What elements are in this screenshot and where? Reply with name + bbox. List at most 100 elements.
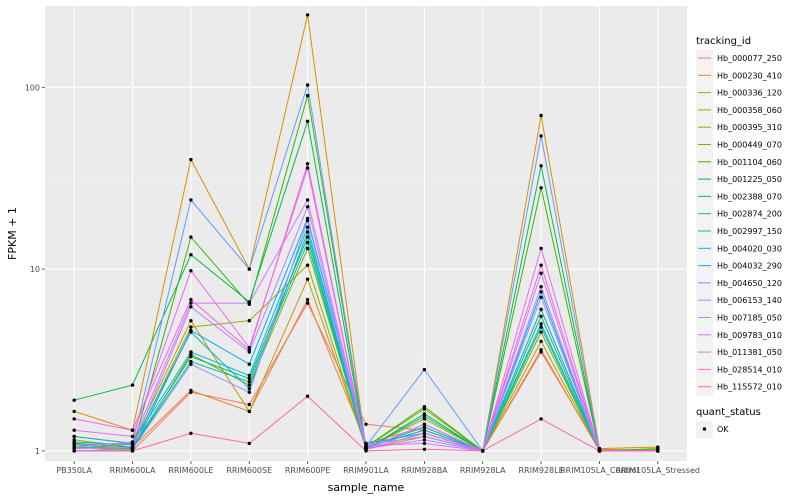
legend-label: Hb_002997_150 <box>717 227 782 236</box>
data-point <box>72 398 76 402</box>
data-point <box>539 322 543 326</box>
legend-label: Hb_001104_060 <box>717 158 782 167</box>
data-point <box>305 119 310 124</box>
data-point <box>305 166 310 170</box>
x-tick-label: RRIM600PE <box>285 466 331 475</box>
y-tick-label: 100 <box>25 83 40 92</box>
data-point <box>247 380 251 384</box>
legend-label: Hb_028514_010 <box>717 365 782 374</box>
data-point <box>305 13 310 17</box>
data-point <box>305 83 310 87</box>
data-point <box>130 449 135 453</box>
legend-label: Hb_001225_050 <box>717 175 782 184</box>
data-point <box>189 328 193 333</box>
data-point <box>539 314 543 318</box>
data-point <box>189 388 193 393</box>
data-point <box>305 246 310 251</box>
data-point <box>247 376 251 381</box>
data-point <box>539 263 543 267</box>
legend-label: Hb_000336_120 <box>717 89 782 98</box>
legend-items: Hb_000077_250 Hb_000230_410 Hb_000336_120 H… <box>696 50 782 396</box>
data-point <box>247 319 251 323</box>
data-point <box>247 441 251 446</box>
data-point <box>189 269 193 273</box>
legend-title: tracking_id <box>696 36 751 47</box>
data-point <box>189 235 193 239</box>
data-point <box>539 134 543 138</box>
data-point <box>189 319 193 323</box>
data-point <box>72 445 76 449</box>
data-point <box>539 246 543 251</box>
legend-label: Hb_002874_200 <box>717 210 782 219</box>
data-point <box>305 235 310 239</box>
data-point <box>130 445 135 449</box>
x-tick-label: PB350LA <box>56 466 92 475</box>
data-point <box>247 402 251 407</box>
x-tick-label: RRIM600LE <box>168 466 213 475</box>
data-point <box>422 367 427 372</box>
data-point <box>422 422 427 426</box>
data-point <box>72 434 76 439</box>
data-point <box>305 394 310 398</box>
data-point <box>247 362 251 366</box>
data-point <box>247 373 251 378</box>
data-point <box>189 359 193 364</box>
data-point <box>539 307 543 312</box>
x-tick-label: RRIM600SE <box>226 466 272 475</box>
data-point <box>539 290 543 294</box>
data-point <box>539 271 543 275</box>
data-point <box>305 205 310 209</box>
data-point <box>72 409 76 414</box>
data-point <box>422 405 427 409</box>
data-point <box>247 390 251 394</box>
data-point <box>189 157 193 162</box>
data-point <box>422 417 427 421</box>
data-point <box>539 295 543 299</box>
data-point <box>539 330 543 334</box>
data-point <box>364 422 368 426</box>
data-point <box>189 301 193 305</box>
x-tick-label: RRIM901LA <box>343 466 389 475</box>
data-point <box>189 354 193 359</box>
legend-label: Hb_000449_070 <box>717 141 782 150</box>
data-point <box>422 441 427 446</box>
shape-legend-point <box>702 427 707 431</box>
data-point <box>597 449 602 453</box>
legend-label: Hb_000077_250 <box>717 54 782 63</box>
x-tick-label: RRIM928LA <box>460 466 506 475</box>
legend-label: Hb_009783_010 <box>717 331 782 340</box>
legend-label: Hb_000230_410 <box>717 71 782 80</box>
data-point <box>189 431 193 435</box>
y-tick-label: 10 <box>30 265 40 274</box>
data-point <box>189 305 193 309</box>
data-point <box>305 218 310 223</box>
data-point <box>539 164 543 168</box>
y-tick-label: 1 <box>35 447 40 456</box>
legend-label: Hb_007185_050 <box>717 314 782 323</box>
data-point <box>72 440 76 444</box>
data-point <box>539 339 543 344</box>
data-point <box>364 443 368 448</box>
data-point <box>305 198 310 202</box>
legend: tracking_id Hb_000077_250Hb_000230_410Hb… <box>696 36 782 438</box>
x-axis-title: sample_name <box>328 481 405 494</box>
legend-label: Hb_115572_010 <box>717 383 782 392</box>
x-tick-label: RRIM105LA_Control <box>560 466 639 475</box>
data-point <box>72 428 76 432</box>
data-point <box>247 348 251 352</box>
legend-label: Hb_004650_120 <box>717 279 782 288</box>
data-point <box>364 449 368 453</box>
data-point <box>305 230 310 234</box>
data-point <box>189 198 193 202</box>
data-point <box>539 113 543 118</box>
shape-legend-label: OK <box>717 425 729 434</box>
data-point <box>539 285 543 289</box>
data-point <box>130 428 135 432</box>
legend-label: Hb_004032_290 <box>717 262 782 271</box>
x-tick-label: RRIM600LA <box>110 466 156 475</box>
data-point <box>305 240 310 245</box>
data-point <box>72 449 76 453</box>
data-point <box>656 449 660 453</box>
data-point <box>189 350 193 354</box>
